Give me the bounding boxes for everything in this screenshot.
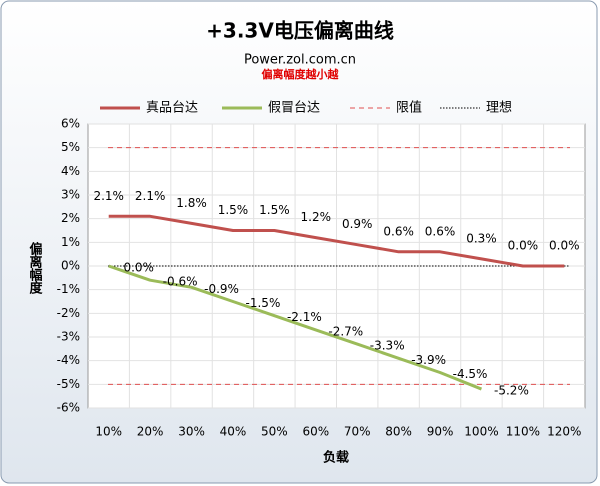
x-tick-label: 110%: [506, 425, 540, 439]
data-label: 0.6%: [425, 224, 456, 238]
x-tick-label: 60%: [302, 425, 329, 439]
data-label: -4.5%: [453, 367, 488, 381]
y-tick-label: 0%: [61, 259, 80, 273]
data-label: -2.7%: [328, 324, 363, 338]
y-tick-label: -5%: [57, 377, 80, 391]
data-label: -0.9%: [204, 282, 239, 296]
x-tick-label: 80%: [385, 425, 412, 439]
x-tick-label: 70%: [344, 425, 371, 439]
data-label: -2.1%: [287, 310, 322, 324]
y-tick-label: -2%: [57, 306, 80, 320]
data-label: 0.9%: [342, 217, 373, 231]
y-tick-label: -1%: [57, 282, 80, 296]
data-label: 1.5%: [218, 203, 249, 217]
x-tick-label: 40%: [220, 425, 247, 439]
y-tick-label: 5%: [61, 140, 80, 154]
note: 偏离幅度越小越: [262, 67, 340, 81]
data-label: -3.3%: [370, 339, 405, 353]
x-tick-label: 120%: [547, 425, 581, 439]
data-label: 2.1%: [93, 189, 124, 203]
data-label: 0.6%: [383, 224, 414, 238]
legend-label: 真品台达: [146, 101, 198, 116]
x-tick-label: 10%: [95, 425, 122, 439]
x-tick-label: 20%: [137, 425, 164, 439]
series-line: [108, 264, 483, 391]
data-label: 1.2%: [301, 210, 332, 224]
data-label: 1.5%: [259, 203, 290, 217]
x-tick-label: 30%: [178, 425, 205, 439]
data-label: 0.0%: [508, 239, 539, 253]
data-label: 0.0%: [549, 239, 580, 253]
data-label: 0.0%: [123, 261, 154, 275]
data-label: 2.1%: [135, 189, 166, 203]
y-tick-label: 2%: [61, 211, 80, 225]
y-tick-label: 1%: [61, 235, 80, 249]
data-label: 0.3%: [466, 231, 497, 245]
data-label: -3.9%: [411, 353, 446, 367]
y-tick-label: -4%: [57, 353, 80, 367]
data-label: -1.5%: [246, 296, 281, 310]
legend-label: 假冒台达: [268, 101, 320, 116]
data-label: -5.2%: [494, 384, 529, 398]
series-line: [108, 214, 565, 268]
data-label: -0.6%: [163, 275, 198, 289]
y-tick-label: 6%: [61, 117, 80, 131]
x-tick-label: 100%: [464, 425, 498, 439]
chart-title: +3.3V电压偏离曲线: [206, 19, 394, 43]
subtitle: Power.zol.com.cn: [244, 53, 356, 68]
data-label: 1.8%: [176, 196, 207, 210]
legend-label: 理想: [486, 100, 512, 116]
y-tick-label: 4%: [61, 164, 80, 178]
y-tick-label: -3%: [57, 330, 80, 344]
x-axis-label: 负载: [323, 450, 349, 466]
y-tick-label: -6%: [57, 401, 80, 415]
x-tick-label: 90%: [427, 425, 454, 439]
y-tick-label: 3%: [61, 188, 80, 202]
y-axis-label: 偏离幅度: [27, 241, 43, 295]
x-tick-label: 50%: [261, 425, 288, 439]
legend-label: 限值: [396, 100, 422, 116]
